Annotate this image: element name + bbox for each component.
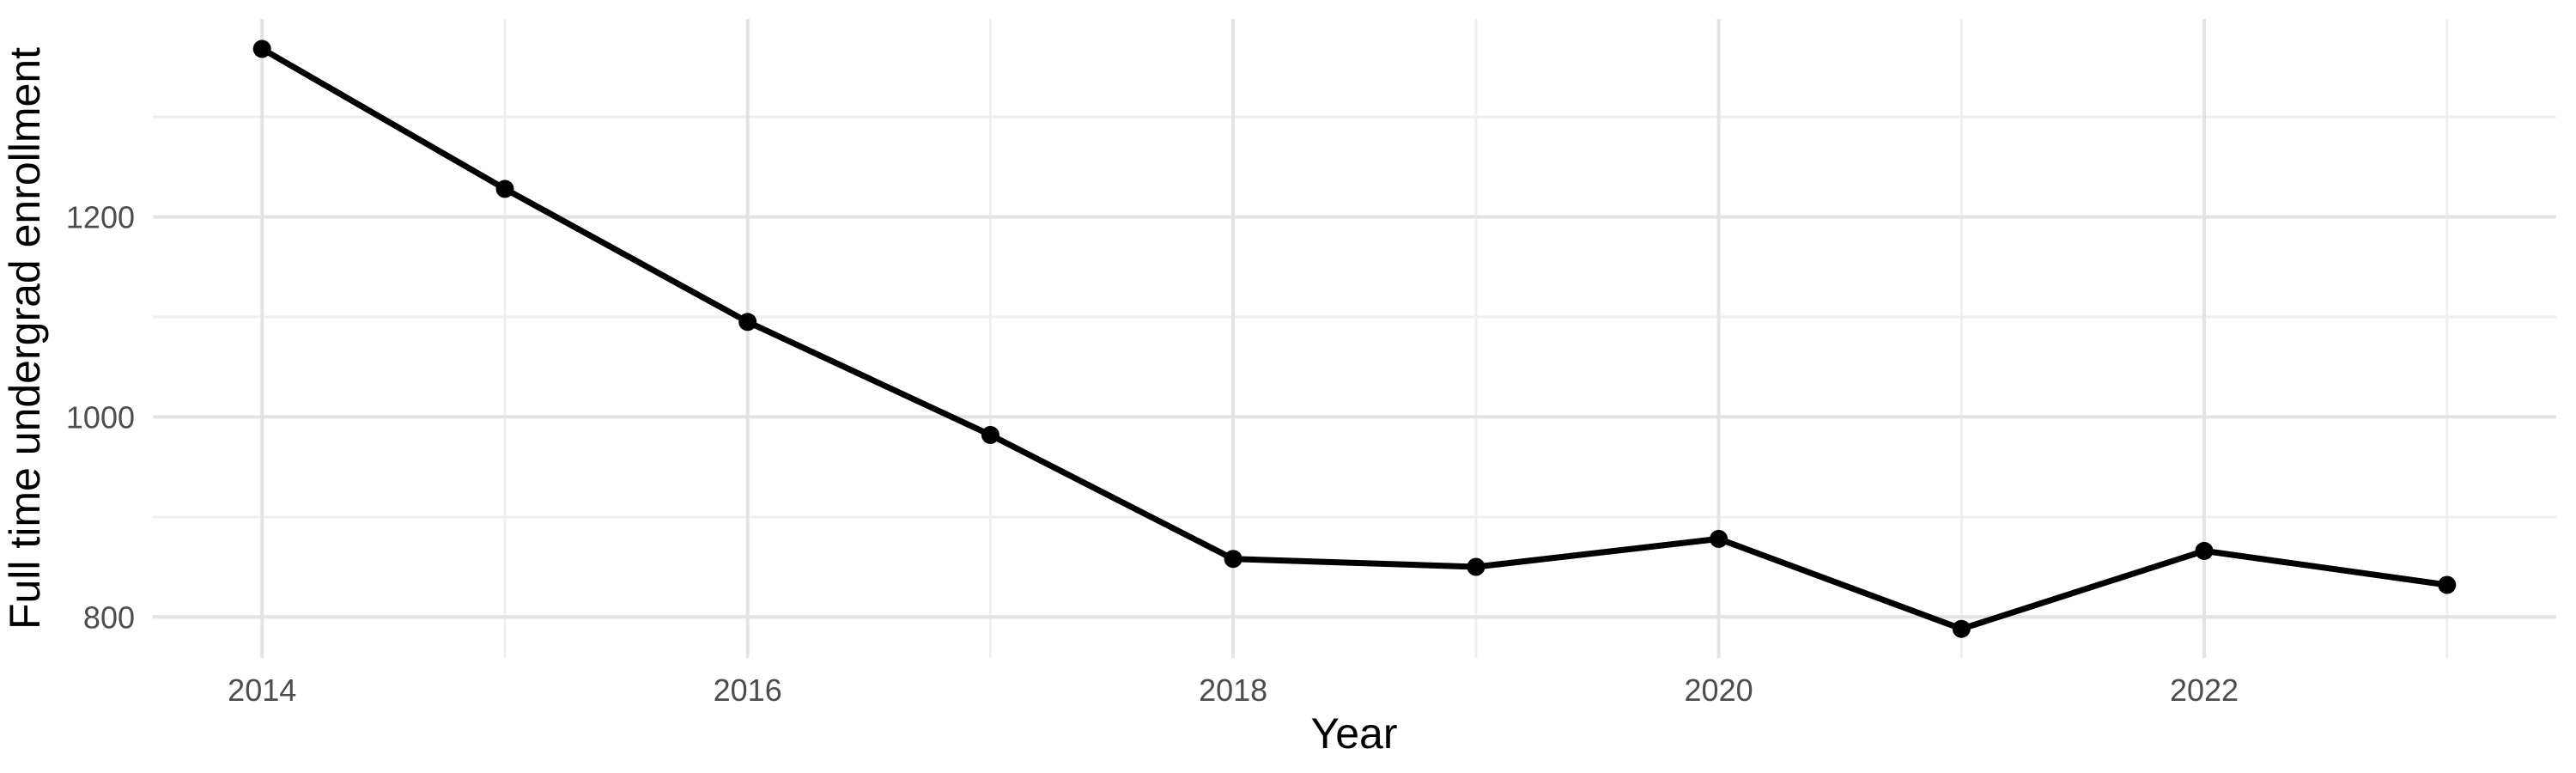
y-tick-label-1200: 1200 [66,200,135,235]
x-tick-label-2014: 2014 [228,673,296,708]
x-tick-label-2016: 2016 [714,673,782,708]
minor-gridlines [153,19,2556,658]
data-point-2022 [2195,541,2214,560]
y-axis-tick-labels: 800 1000 1200 [66,200,135,636]
data-point-2023 [2438,575,2457,594]
x-axis-title: Year [1310,709,1397,758]
y-axis-title: Full time undergrad enrollment [1,47,49,630]
x-tick-label-2020: 2020 [1685,673,1753,708]
data-point-2016 [738,313,757,332]
data-point-2019 [1467,557,1485,576]
y-tick-label-800: 800 [83,600,135,635]
data-point-2021 [1952,619,1971,638]
data-point-2014 [252,40,271,58]
y-tick-label-1000: 1000 [66,399,135,435]
data-point-2018 [1224,550,1242,569]
series-points [252,40,2457,638]
x-tick-label-2018: 2018 [1199,673,1267,708]
enrollment-trend-line [260,46,2448,632]
series-line [260,46,2448,632]
x-tick-label-2022: 2022 [2170,673,2239,708]
data-point-2017 [981,425,999,444]
data-point-2020 [1710,529,1728,548]
data-point-2015 [495,180,514,198]
x-axis-tick-labels: 2014 2016 2018 2020 2022 [228,673,2239,708]
